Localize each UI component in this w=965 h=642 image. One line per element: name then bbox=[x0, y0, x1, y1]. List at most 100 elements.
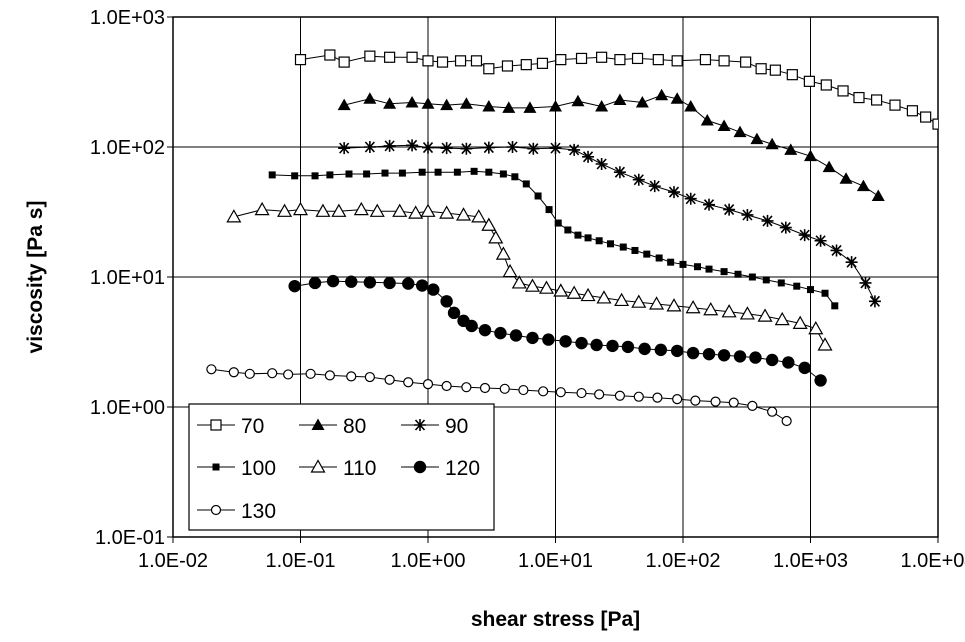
data-point bbox=[545, 206, 553, 214]
data-point bbox=[822, 160, 836, 173]
y-tick-label: 1.0E+03 bbox=[90, 7, 165, 29]
data-point bbox=[740, 56, 752, 68]
legend-item-100: 100 bbox=[197, 457, 276, 480]
data-point bbox=[363, 141, 376, 153]
data-point bbox=[568, 143, 581, 156]
data-point bbox=[549, 142, 562, 155]
series-layer bbox=[206, 49, 938, 427]
data-point bbox=[511, 173, 519, 181]
data-point bbox=[383, 139, 396, 152]
data-point bbox=[717, 349, 731, 362]
data-point bbox=[839, 172, 853, 184]
legend-item-70: 70 bbox=[197, 415, 264, 438]
data-point bbox=[749, 351, 762, 364]
legend-item-130: 130 bbox=[197, 500, 276, 523]
data-point bbox=[524, 278, 541, 292]
data-point bbox=[853, 91, 865, 104]
series-70 bbox=[294, 49, 938, 130]
series-line bbox=[272, 170, 836, 307]
data-point bbox=[576, 387, 587, 399]
data-point bbox=[523, 101, 537, 113]
data-point bbox=[817, 337, 833, 351]
data-point bbox=[859, 276, 872, 289]
data-point bbox=[461, 382, 472, 393]
data-point bbox=[808, 321, 824, 335]
data-point bbox=[479, 382, 491, 394]
data-point bbox=[456, 207, 472, 221]
legend-marker bbox=[310, 459, 326, 473]
data-point bbox=[699, 54, 712, 66]
data-point bbox=[427, 283, 440, 296]
data-point bbox=[748, 273, 756, 281]
data-point bbox=[590, 338, 603, 352]
data-point bbox=[762, 276, 770, 284]
data-point bbox=[459, 97, 473, 109]
data-point bbox=[655, 254, 663, 262]
data-point bbox=[436, 56, 449, 68]
data-point bbox=[481, 217, 497, 231]
data-point bbox=[283, 369, 294, 380]
data-point bbox=[440, 98, 454, 111]
data-point bbox=[527, 142, 540, 155]
data-point bbox=[782, 356, 795, 369]
legend-label: 70 bbox=[241, 415, 264, 438]
y-tick-label: 1.0E+02 bbox=[90, 137, 165, 159]
data-point bbox=[338, 142, 351, 155]
data-point bbox=[440, 142, 453, 155]
data-point bbox=[502, 263, 518, 278]
data-point bbox=[596, 51, 608, 63]
data-point bbox=[311, 172, 319, 180]
data-point bbox=[741, 208, 754, 221]
data-point bbox=[538, 386, 549, 397]
data-point bbox=[324, 49, 336, 61]
legend-box bbox=[188, 403, 495, 531]
data-point bbox=[482, 141, 495, 154]
data-point bbox=[465, 319, 478, 333]
data-point bbox=[447, 306, 461, 320]
data-point bbox=[632, 173, 645, 186]
data-point bbox=[454, 55, 467, 67]
legend-item-120: 120 bbox=[401, 457, 480, 480]
data-point bbox=[631, 246, 639, 254]
data-point bbox=[690, 395, 701, 406]
data-point bbox=[408, 205, 424, 219]
data-point bbox=[733, 125, 747, 138]
data-point bbox=[345, 170, 353, 178]
data-point bbox=[655, 88, 669, 101]
data-point bbox=[720, 268, 728, 276]
data-point bbox=[652, 392, 663, 403]
data-point bbox=[418, 168, 426, 176]
data-point bbox=[564, 226, 572, 234]
data-point bbox=[363, 276, 377, 289]
series-110 bbox=[226, 201, 833, 351]
legend-label: 100 bbox=[241, 457, 276, 480]
data-point bbox=[652, 54, 664, 66]
data-point bbox=[613, 166, 626, 179]
data-point bbox=[755, 63, 767, 75]
data-point bbox=[684, 192, 697, 205]
data-point bbox=[765, 137, 779, 150]
x-tick-label: 1.0E-02 bbox=[138, 550, 208, 572]
data-point bbox=[434, 168, 442, 176]
y-tick-label: 1.0E+00 bbox=[90, 397, 165, 419]
data-point bbox=[757, 308, 773, 322]
data-point bbox=[291, 172, 299, 180]
data-point bbox=[594, 389, 605, 400]
data-point bbox=[580, 287, 596, 302]
data-point bbox=[613, 93, 627, 105]
data-point bbox=[384, 374, 395, 385]
plot-area-frame bbox=[172, 16, 939, 538]
data-point bbox=[326, 171, 334, 179]
data-point bbox=[460, 142, 473, 155]
data-point bbox=[331, 203, 347, 217]
data-point bbox=[679, 260, 687, 268]
data-point bbox=[633, 391, 644, 402]
series-80 bbox=[337, 88, 885, 201]
data-point bbox=[364, 371, 375, 383]
data-point bbox=[470, 55, 483, 67]
data-point bbox=[494, 326, 507, 340]
legend-marker bbox=[311, 418, 325, 430]
series-line bbox=[344, 94, 879, 197]
data-point bbox=[470, 167, 478, 175]
data-point bbox=[804, 149, 817, 162]
